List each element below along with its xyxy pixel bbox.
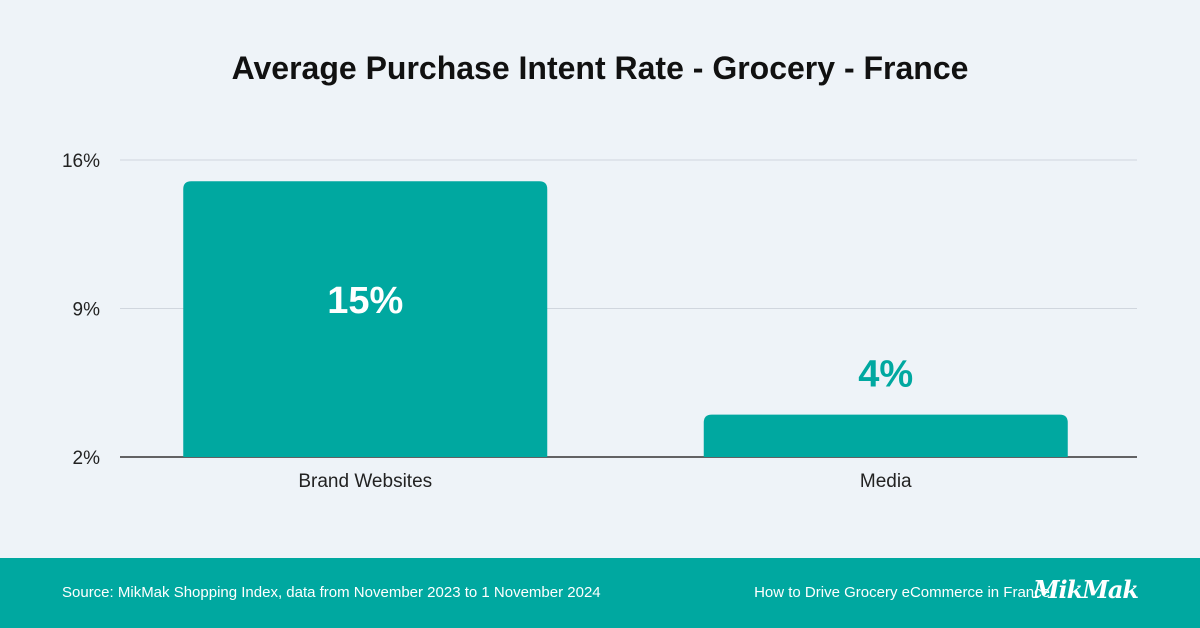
y-tick-label: 16% xyxy=(62,151,100,172)
x-category-label: Brand Websites xyxy=(298,471,432,492)
x-category-label: Media xyxy=(860,471,912,492)
data-label: 15% xyxy=(327,280,403,322)
y-tick-label: 2% xyxy=(73,448,101,469)
bar xyxy=(183,181,548,457)
footer-bar: Source: MikMak Shopping Index, data from… xyxy=(0,558,1200,628)
source-note: Source: MikMak Shopping Index, data from… xyxy=(62,584,601,601)
guide-title: How to Drive Grocery eCommerce in France xyxy=(754,584,1050,601)
y-tick-label: 9% xyxy=(73,300,101,321)
chart-title: Average Purchase Intent Rate - Grocery -… xyxy=(231,50,969,86)
bar xyxy=(703,414,1068,457)
data-label: 4% xyxy=(858,354,913,396)
mikmak-logo: MikMak xyxy=(1032,575,1139,604)
bar-chart: 16% 9% 2% 15% Brand Websites 4% Media xyxy=(62,151,1137,492)
